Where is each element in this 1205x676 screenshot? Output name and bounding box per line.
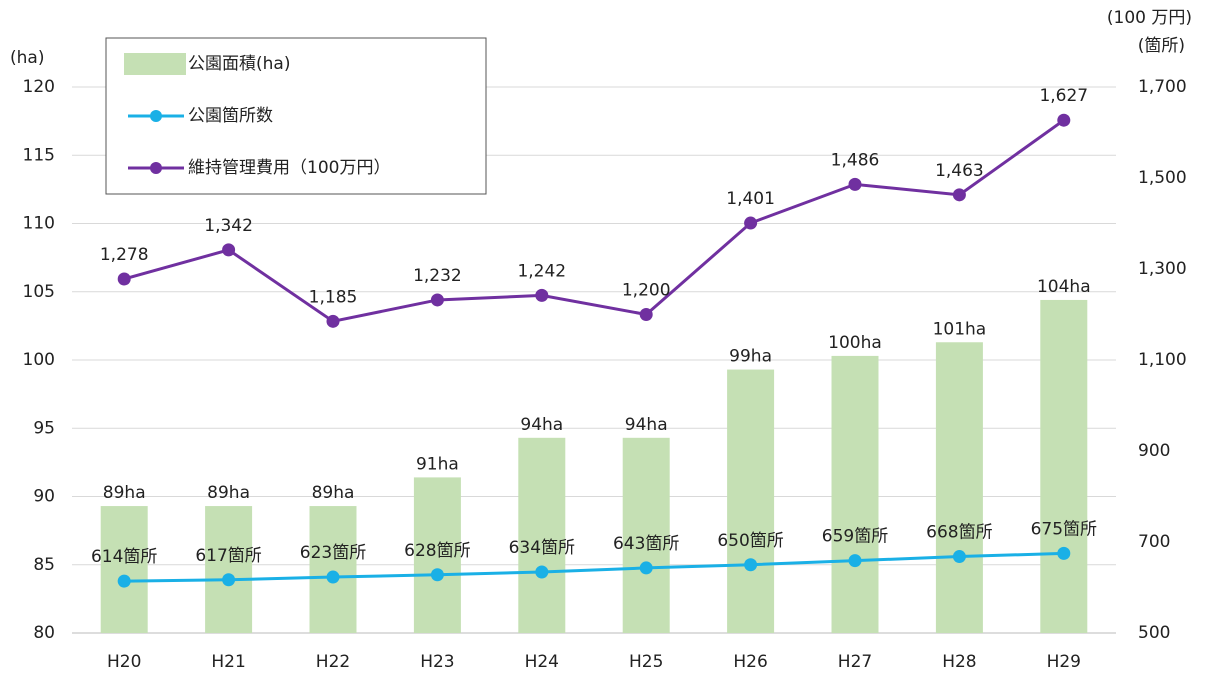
y-tick-label: 115 [23, 145, 55, 165]
bar-value-label: 94ha [625, 415, 668, 435]
bar-value-label: 94ha [520, 415, 563, 435]
point-value-label: 628箇所 [404, 541, 470, 561]
y2-tick-label: 1,300 [1138, 259, 1187, 279]
y-tick-label: 105 [23, 282, 55, 302]
point [639, 308, 653, 321]
point-value-label: 1,463 [935, 161, 984, 181]
point-value-label: 1,242 [517, 261, 566, 281]
bar [205, 506, 253, 633]
bar-value-label: 91ha [416, 454, 459, 474]
point [535, 565, 549, 579]
bar [935, 342, 983, 633]
point-value-label: 1,342 [204, 216, 253, 236]
y-tick-label: 100 [23, 350, 55, 370]
point-value-label: 1,200 [622, 281, 671, 301]
y2-tick-label: 900 [1138, 441, 1170, 461]
point-value-label: 1,627 [1039, 86, 1088, 106]
bar [100, 506, 148, 633]
point [430, 293, 444, 307]
x-tick-label: H25 [629, 652, 663, 672]
legend-swatch [124, 53, 186, 75]
y2-tick-label: 1,500 [1138, 168, 1187, 188]
point-value-label: 617箇所 [195, 546, 261, 566]
line [124, 551, 1064, 583]
x-tick-label: H28 [942, 652, 976, 672]
point [848, 177, 862, 191]
point-value-label: 659箇所 [822, 527, 888, 547]
y-tick-label: 95 [33, 418, 55, 438]
point-value-label: 1,185 [309, 287, 358, 307]
point-value-label: 1,232 [413, 266, 462, 286]
bar [518, 437, 566, 633]
x-tick-label: H21 [211, 652, 245, 672]
bar-value-label: 100ha [828, 333, 882, 353]
y-tick-label: 90 [33, 487, 55, 507]
point [1057, 546, 1071, 560]
x-tick-label: H20 [107, 652, 141, 672]
bar [622, 437, 670, 633]
legend-marker [150, 110, 162, 122]
bar [309, 506, 357, 633]
point [430, 568, 444, 582]
point-value-label: 1,401 [726, 189, 775, 209]
line [123, 118, 1065, 323]
point [326, 314, 340, 328]
point [117, 574, 131, 588]
point [535, 288, 549, 302]
point [1057, 113, 1071, 127]
y-tick-label: 110 [23, 214, 55, 234]
y2-tick-label: 1,100 [1138, 350, 1187, 370]
point [117, 272, 131, 286]
point [952, 188, 966, 202]
point [744, 558, 758, 572]
point-value-label: 614箇所 [91, 547, 157, 567]
x-tick-label: H24 [525, 652, 559, 672]
y2-tick-label: 700 [1138, 532, 1170, 552]
y-tick-label: 80 [33, 623, 55, 643]
bar [1040, 299, 1088, 633]
bar-value-label: 89ha [207, 483, 250, 503]
point-value-label: 623箇所 [300, 543, 366, 563]
point [744, 216, 758, 230]
bar-value-label: 101ha [933, 319, 987, 339]
legend-label: 維持管理費用（100万円） [188, 158, 390, 178]
bar-value-label: 99ha [729, 347, 772, 367]
x-tick-label: H29 [1047, 652, 1081, 672]
y2-tick-label: 1,700 [1138, 77, 1187, 97]
point [222, 573, 236, 587]
y2-axis-title: (100 万円) [1107, 8, 1192, 28]
x-tick-label: H26 [733, 652, 767, 672]
bar [413, 477, 461, 633]
legend-label: 公園面積(ha) [188, 54, 290, 74]
bar [727, 369, 775, 633]
point [326, 570, 340, 584]
bar-value-label: 89ha [312, 483, 355, 503]
point-value-label: 1,486 [831, 150, 880, 170]
bar-value-label: 89ha [103, 483, 146, 503]
point [952, 550, 966, 564]
point-value-label: 675箇所 [1031, 519, 1097, 539]
x-tick-label: H27 [838, 652, 872, 672]
y-tick-label: 120 [23, 77, 55, 97]
y-axis-title: (ha) [10, 48, 44, 68]
point-value-label: 668箇所 [926, 523, 992, 543]
x-tick-label: H23 [420, 652, 454, 672]
y-tick-label: 85 [33, 555, 55, 575]
point-value-label: 650箇所 [717, 531, 783, 551]
point-value-label: 643箇所 [613, 534, 679, 554]
y2-tick-label: 500 [1138, 623, 1170, 643]
point [848, 554, 862, 568]
point-value-label: 1,278 [100, 245, 149, 265]
point [222, 243, 236, 257]
bar [831, 355, 879, 633]
bar-value-label: 104ha [1037, 277, 1091, 297]
x-tick-label: H22 [316, 652, 350, 672]
point [639, 561, 653, 575]
legend-label: 公園箇所数 [188, 106, 273, 126]
y2-axis-title-2: (箇所) [1138, 36, 1185, 56]
legend-marker [150, 162, 162, 174]
point-value-label: 634箇所 [509, 538, 575, 558]
